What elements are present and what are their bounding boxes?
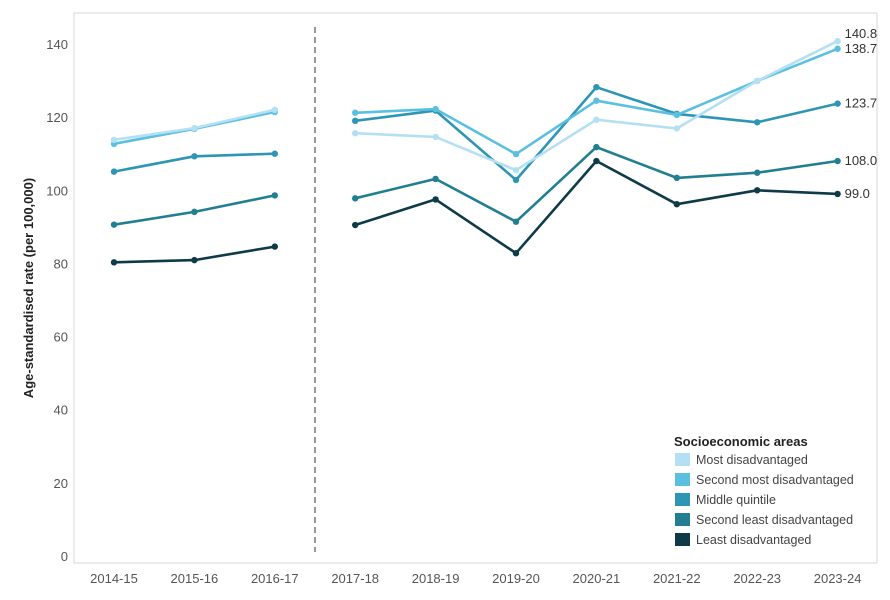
y-tick-label: 140 bbox=[46, 37, 68, 52]
series-layer bbox=[110, 37, 841, 266]
series-line bbox=[113, 108, 276, 142]
legend-item-label: Second least disadvantaged bbox=[696, 513, 853, 527]
y-tick-label: 120 bbox=[46, 110, 68, 125]
end-value-label: 99.0 bbox=[845, 186, 870, 201]
data-point bbox=[191, 208, 198, 216]
data-point bbox=[512, 249, 520, 257]
data-point bbox=[593, 143, 600, 151]
series-line bbox=[354, 159, 838, 255]
x-tick-label: 2021-22 bbox=[653, 571, 701, 586]
data-point bbox=[754, 187, 761, 194]
data-point bbox=[352, 109, 359, 116]
data-point bbox=[834, 45, 841, 52]
y-tick-label: 60 bbox=[54, 330, 68, 345]
data-point bbox=[432, 175, 439, 183]
data-point bbox=[593, 83, 600, 91]
series-second-least-disadvantaged bbox=[110, 143, 841, 228]
data-point bbox=[352, 195, 359, 202]
data-point bbox=[673, 111, 680, 119]
data-point bbox=[754, 169, 761, 176]
series-line bbox=[355, 39, 839, 172]
x-tick-label: 2019-20 bbox=[492, 571, 540, 586]
data-point bbox=[271, 106, 278, 114]
legend-item-label: Second most disadvantaged bbox=[696, 473, 854, 487]
data-point bbox=[512, 166, 520, 174]
y-tick-label: 0 bbox=[61, 549, 68, 564]
data-point bbox=[432, 133, 439, 141]
y-tick-label: 100 bbox=[46, 183, 68, 198]
end-value-label: 140.8 bbox=[845, 26, 878, 41]
legend-item-label: Middle quintile bbox=[696, 493, 776, 507]
data-point bbox=[512, 150, 520, 158]
data-point bbox=[834, 190, 841, 198]
x-tick-label: 2022-23 bbox=[733, 571, 781, 586]
data-point bbox=[512, 218, 520, 225]
series-most-disadvantaged bbox=[110, 37, 841, 174]
y-tick-label: 20 bbox=[54, 476, 68, 491]
data-point bbox=[110, 221, 118, 228]
data-point bbox=[593, 116, 600, 123]
data-point bbox=[834, 37, 841, 45]
data-point bbox=[754, 119, 761, 126]
y-tick-label: 40 bbox=[54, 403, 68, 418]
data-point bbox=[432, 196, 439, 203]
legend-title: Socioeconomic areas bbox=[674, 434, 808, 449]
legend: Socioeconomic areas Most disadvantaged Se… bbox=[674, 434, 854, 547]
legend-swatch bbox=[675, 513, 690, 526]
plot-frame bbox=[73, 12, 878, 564]
data-point bbox=[834, 100, 841, 107]
data-point bbox=[191, 256, 198, 264]
y-axis-title: Age-standardised rate (per 100,000) bbox=[21, 178, 36, 398]
data-point bbox=[512, 176, 520, 184]
data-point bbox=[432, 105, 439, 113]
data-point bbox=[834, 157, 841, 165]
x-tick-label: 2023-24 bbox=[814, 571, 862, 586]
data-point bbox=[191, 153, 198, 160]
x-tick-label: 2018-19 bbox=[412, 571, 460, 586]
y-tick-label: 80 bbox=[54, 256, 68, 271]
data-point bbox=[110, 136, 118, 144]
legend-item-label: Least disadvantaged bbox=[696, 533, 811, 547]
data-point bbox=[271, 192, 278, 199]
y-axis: 0 20 40 60 80 100 120 140 bbox=[46, 37, 68, 564]
end-value-label: 138.7 bbox=[845, 41, 878, 56]
data-point bbox=[352, 117, 359, 125]
series-second-most-disadvantaged bbox=[110, 45, 841, 158]
legend-swatch bbox=[675, 453, 690, 466]
x-axis: 2014-15 2015-16 2016-17 2017-18 2018-19 2019-… bbox=[90, 571, 861, 586]
legend-swatch bbox=[675, 473, 690, 486]
series-least-disadvantaged bbox=[110, 157, 841, 266]
data-point bbox=[673, 174, 680, 182]
data-point bbox=[271, 150, 278, 157]
series-middle-quintile bbox=[110, 83, 841, 184]
data-point bbox=[110, 168, 118, 175]
legend-swatch bbox=[675, 533, 690, 546]
x-tick-label: 2014-15 bbox=[90, 571, 138, 586]
x-tick-label: 2015-16 bbox=[171, 571, 219, 586]
data-point bbox=[352, 130, 359, 137]
end-value-label: 123.7 bbox=[845, 96, 878, 111]
data-point bbox=[673, 200, 680, 208]
data-point bbox=[271, 243, 278, 250]
data-point bbox=[754, 77, 761, 85]
data-point bbox=[593, 157, 600, 165]
data-point bbox=[352, 221, 359, 229]
data-point bbox=[593, 97, 600, 104]
data-point bbox=[191, 124, 198, 132]
end-value-label: 108.0 bbox=[845, 153, 878, 168]
data-point bbox=[673, 125, 680, 132]
legend-item-label: Most disadvantaged bbox=[696, 453, 808, 467]
data-point bbox=[110, 259, 118, 266]
x-tick-label: 2016-17 bbox=[251, 571, 299, 586]
x-tick-label: 2017-18 bbox=[331, 571, 379, 586]
x-tick-label: 2020-21 bbox=[573, 571, 621, 586]
legend-swatch bbox=[675, 493, 690, 506]
